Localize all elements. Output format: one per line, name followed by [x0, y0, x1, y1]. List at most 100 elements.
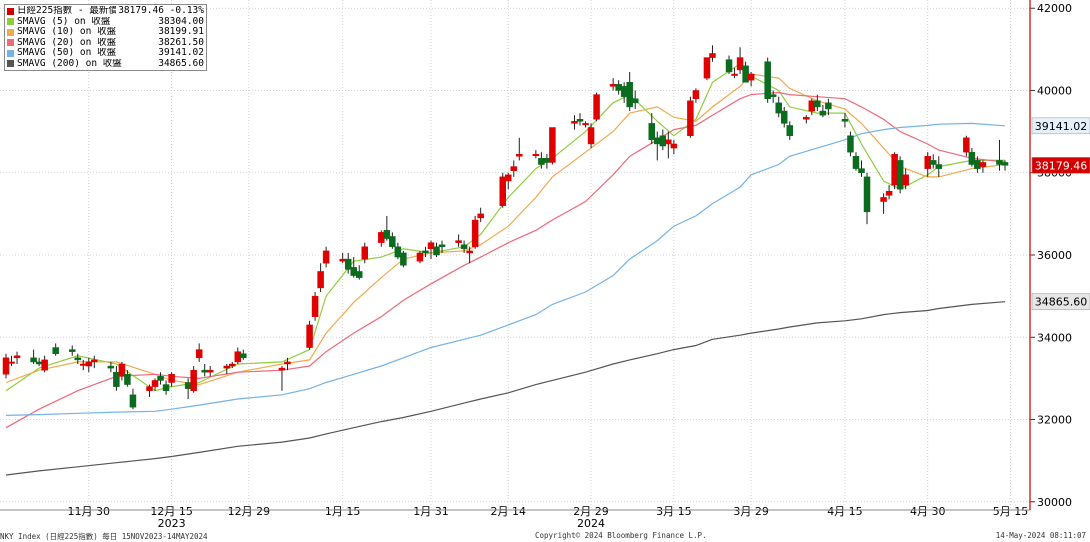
legend-swatch-sma20	[7, 39, 14, 47]
legend-entry-sma20: SMAVG (20) on 收盤 38261.50	[7, 36, 204, 49]
candle-body	[438, 244, 446, 248]
legend-value-sma10: 38199.91	[158, 26, 204, 37]
candle-body	[35, 361, 43, 365]
candle-body	[201, 369, 208, 373]
legend-entry-sma200: SMAVG (200) on 收盤 34865.60	[7, 57, 204, 70]
y-tick-label: 40000	[1037, 84, 1072, 97]
candle-body	[516, 153, 523, 157]
x-tick-label: 4月 30	[910, 505, 946, 518]
candle-body	[311, 295, 319, 317]
candle-body	[819, 110, 827, 116]
candle-body	[118, 363, 126, 377]
candle-body	[786, 125, 793, 136]
candle-body	[996, 160, 1003, 165]
candle-body	[692, 90, 700, 99]
x-tick-label: 2月 29	[573, 505, 609, 518]
candle-body	[670, 143, 678, 149]
candle-body	[532, 153, 540, 156]
candle-body	[344, 258, 352, 270]
candle-body	[168, 374, 175, 383]
candle-body	[339, 258, 346, 262]
x-year-label: 2023	[158, 517, 186, 530]
candle-body	[505, 174, 512, 182]
candle-body	[229, 363, 236, 367]
last-value-tag	[1031, 117, 1090, 135]
last-value-tag-label: 39141.02	[1035, 120, 1088, 133]
candle-body	[278, 367, 286, 371]
candle-body	[885, 191, 893, 196]
x-tick-label: 2月 14	[491, 505, 527, 518]
candle-body	[780, 110, 788, 124]
y-tick-label: 34000	[1037, 331, 1072, 344]
candle-body	[383, 230, 391, 239]
candle-body	[455, 240, 462, 243]
y-tick-label: 42000	[1037, 2, 1072, 15]
legend-value-sma20: 38261.50	[158, 36, 204, 48]
legend-name-sma50: SMAVG (50) on 收盤	[17, 48, 117, 58]
last-value-tag	[1031, 293, 1090, 310]
candle-body	[891, 153, 898, 186]
candle-body	[924, 156, 931, 169]
candle-body	[764, 61, 771, 99]
candle-body	[615, 84, 622, 91]
candle-body	[742, 65, 749, 83]
legend-swatch-sma200	[7, 60, 14, 68]
candle-body	[190, 369, 197, 391]
legend-entry-last-price: 日經225指數 - 最新價 38179.46 -0.13%	[7, 5, 204, 17]
candle-body	[113, 371, 120, 387]
last-value-tag-label: 38179.46	[1035, 159, 1088, 172]
candle-body	[146, 386, 153, 391]
candle-body	[803, 116, 810, 120]
candle-body	[284, 361, 291, 365]
candle-body	[151, 380, 159, 387]
sma20-line	[5, 91, 1006, 429]
legend: 日經225指數 - 最新價 38179.46 -0.13% SMAVG (5) …	[4, 4, 207, 71]
candle-body	[902, 174, 909, 186]
x-tick-label: 12月 15	[150, 505, 193, 518]
candle-body	[234, 351, 242, 363]
candle-body	[858, 168, 865, 173]
candle-body	[8, 361, 15, 364]
legend-value-sma50: 39141.02	[158, 47, 204, 58]
legend-name-sma10: SMAVG (10) on 收盤	[17, 27, 117, 37]
legend-swatch-sma5	[7, 18, 14, 26]
candle-body	[808, 100, 816, 112]
legend-value-last-price: 38179.46 -0.13%	[118, 5, 204, 16]
legend-entry-sma5: SMAVG (5) on 收盤 38304.00	[7, 16, 204, 28]
candle-body	[317, 271, 324, 289]
candle-body	[510, 166, 518, 171]
candle-body	[775, 102, 782, 114]
candle-body	[654, 137, 661, 145]
plot-area	[0, 0, 1030, 510]
candle-body	[571, 121, 578, 124]
candle-body	[129, 394, 137, 408]
candle-body	[124, 374, 131, 385]
candle-body	[400, 252, 407, 266]
candle-body	[979, 162, 987, 167]
x-tick-label: 1月 31	[413, 505, 449, 518]
legend-name-sma5: SMAVG (5) on 收盤	[17, 16, 111, 27]
candle-body	[703, 57, 711, 79]
candle-body	[85, 361, 93, 367]
legend-value-sma200: 34865.60	[158, 57, 204, 69]
candle-body	[206, 369, 214, 373]
candle-body	[538, 158, 545, 165]
candle-body	[847, 135, 854, 153]
candle-body	[631, 98, 639, 104]
candle-body	[593, 94, 600, 120]
candle-body	[350, 267, 357, 276]
candle-body	[665, 139, 672, 145]
candle-body	[240, 353, 247, 359]
candle-body	[974, 160, 981, 169]
candle-body	[814, 100, 821, 108]
legend-entry-sma10: SMAVG (10) on 收盤 38199.91	[7, 26, 204, 38]
candle-body	[582, 123, 589, 126]
candle-body	[687, 100, 694, 136]
candle-body	[2, 357, 10, 375]
candle-body	[13, 355, 21, 359]
candle-body	[74, 357, 82, 361]
candle-body	[361, 246, 369, 260]
candle-body	[80, 363, 87, 366]
candle-body	[880, 197, 887, 202]
